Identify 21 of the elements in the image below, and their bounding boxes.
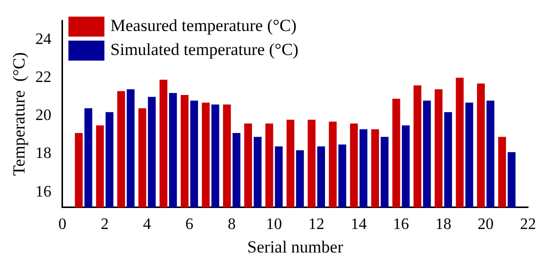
x-tick-label: 14	[350, 216, 367, 234]
y-tick-label: 20	[35, 107, 52, 124]
x-tick-label: 12	[308, 216, 324, 234]
y-tick-label: 24	[35, 30, 52, 48]
y-tick-label: 18	[35, 145, 52, 162]
y-tick-label: 22	[35, 68, 52, 86]
x-axis-title: Serial number	[247, 237, 344, 256]
x-tick-label: 6	[185, 216, 194, 234]
x-tick-label: 8	[228, 216, 236, 234]
x-tick-label: 22	[520, 216, 536, 234]
legend-label: Measured temperature (°C)	[110, 16, 297, 36]
legend-label: Simulated temperature (°C)	[110, 40, 298, 60]
y-tick-label: 16	[35, 183, 52, 200]
x-tick-label: 20	[478, 216, 494, 234]
x-tick-label: 10	[266, 216, 282, 234]
y-axis-title: Temperature (°C)	[10, 52, 29, 176]
x-tick-label: 16	[393, 216, 410, 234]
x-tick-label: 4	[143, 216, 152, 234]
x-tick-label: 0	[58, 216, 66, 234]
x-tick-label: 2	[100, 216, 109, 234]
x-tick-label: 18	[435, 216, 452, 234]
